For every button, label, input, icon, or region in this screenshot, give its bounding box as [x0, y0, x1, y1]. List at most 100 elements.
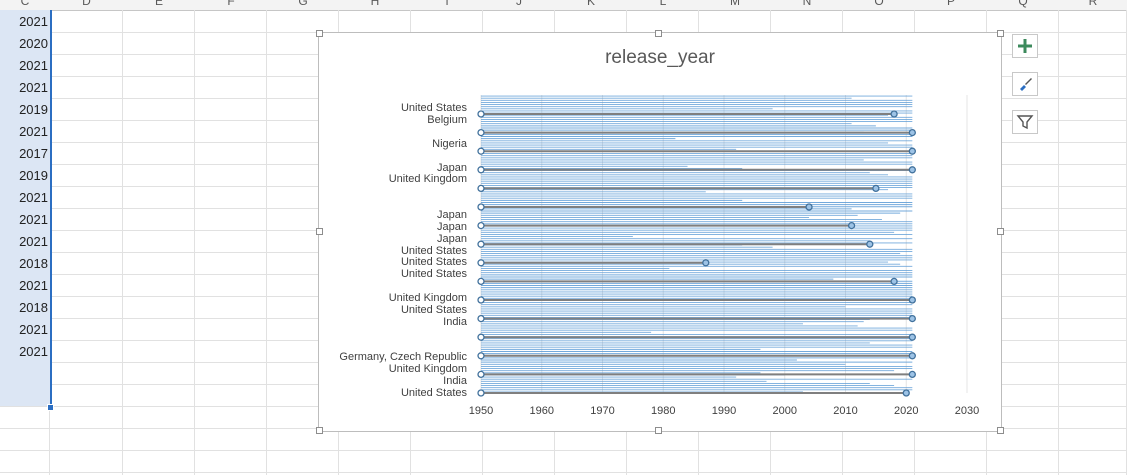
chart-resize-handle[interactable] — [316, 427, 323, 434]
chart-area[interactable]: release_year United States Belgium Nigeria… — [318, 32, 1002, 432]
x-axis-tick-label: 1990 — [711, 405, 737, 417]
cell-c-value[interactable]: 2019 — [19, 102, 48, 117]
fill-handle[interactable] — [47, 404, 54, 411]
column-header-o[interactable]: O — [843, 0, 915, 10]
marker-start-point — [477, 277, 485, 286]
y-axis-category-label: United Kingdom — [388, 292, 467, 304]
column-header-i[interactable]: I — [411, 0, 483, 10]
y-axis-category-label: Japan — [437, 209, 467, 221]
grid-row-line — [0, 450, 1127, 451]
grid-column-line — [122, 10, 123, 475]
column-header-p[interactable]: P — [915, 0, 987, 10]
column-header-d[interactable]: D — [50, 0, 123, 10]
selected-column-c-range[interactable] — [0, 10, 52, 406]
y-axis-category-label: India — [443, 375, 467, 387]
y-axis-category-label: United Kingdom — [388, 173, 467, 185]
column-header-c[interactable]: C — [0, 0, 50, 10]
cell-c-value[interactable]: 2021 — [19, 322, 48, 337]
cell-c-value[interactable]: 2017 — [19, 146, 48, 161]
cell-c-value[interactable]: 2018 — [19, 256, 48, 271]
cell-c-value[interactable]: 2021 — [19, 14, 48, 29]
cell-c-value[interactable]: 2020 — [19, 36, 48, 51]
brush-icon — [1020, 78, 1032, 91]
column-letter: P — [946, 0, 955, 8]
cell-c-value[interactable]: 2021 — [19, 58, 48, 73]
column-letter: R — [1088, 0, 1098, 8]
column-letter: I — [445, 0, 449, 8]
marker-start-point — [477, 389, 485, 397]
x-axis-tick-label: 1950 — [468, 405, 494, 417]
y-axis-category-label: United States — [400, 387, 467, 399]
chart-resize-handle[interactable] — [655, 30, 662, 37]
marker-start-point — [477, 184, 485, 193]
marker-end-point — [908, 296, 916, 304]
chart-elements-button[interactable] — [1012, 34, 1038, 58]
column-header-l[interactable]: L — [627, 0, 699, 10]
chart-title[interactable]: release_year — [605, 47, 715, 68]
y-axis-category-label: United Kingdom — [388, 363, 467, 375]
column-letter: O — [874, 0, 884, 8]
grid-column-line — [194, 10, 195, 475]
marker-end-point — [908, 333, 916, 341]
y-axis-category-label: United States — [400, 102, 467, 114]
column-header-r[interactable]: R — [1059, 0, 1127, 10]
plot-area[interactable] — [319, 33, 1001, 431]
marker-end-point — [890, 110, 898, 118]
column-header-f[interactable]: F — [195, 0, 267, 10]
marker-start-point — [477, 333, 485, 341]
cell-c-value[interactable]: 2019 — [19, 168, 48, 183]
y-axis-category-label: United States — [400, 245, 467, 257]
cell-c-value[interactable]: 2021 — [19, 278, 48, 293]
column-header-e[interactable]: E — [123, 0, 195, 10]
column-letter: H — [370, 0, 380, 8]
column-header-g[interactable]: G — [267, 0, 339, 10]
marker-start-point — [477, 221, 485, 230]
cell-c-value[interactable]: 2018 — [19, 300, 48, 315]
column-header-j[interactable]: J — [483, 0, 555, 10]
x-axis-tick-label: 2020 — [894, 405, 919, 417]
column-header-k[interactable]: K — [555, 0, 627, 10]
chart-filters-button[interactable] — [1012, 110, 1038, 134]
grid-column-line — [1058, 10, 1059, 475]
cell-c-value[interactable]: 2021 — [19, 80, 48, 95]
cell-c-value[interactable]: 2021 — [19, 212, 48, 227]
marker-end-point — [702, 259, 710, 267]
column-letter: E — [154, 0, 163, 8]
chart-resize-handle[interactable] — [655, 427, 662, 434]
column-header-n[interactable]: N — [771, 0, 843, 10]
cell-c-value[interactable]: 2021 — [19, 234, 48, 249]
marker-start-point — [477, 147, 485, 155]
chart-resize-handle[interactable] — [997, 30, 1004, 37]
x-axis-tick-label: 2000 — [772, 405, 797, 417]
marker-start-point — [477, 296, 485, 304]
marker-end-point — [902, 389, 910, 397]
column-letter: K — [586, 0, 595, 8]
chart-resize-handle[interactable] — [997, 427, 1004, 434]
y-axis-category-label: United States — [400, 268, 467, 280]
chart-resize-handle[interactable] — [997, 228, 1004, 235]
column-header-h[interactable]: H — [339, 0, 411, 10]
column-header-q[interactable]: Q — [987, 0, 1059, 10]
y-axis-category-label: Germany, Czech Republic — [339, 351, 467, 363]
marker-start-point — [477, 370, 485, 379]
chart-resize-handle[interactable] — [316, 228, 323, 235]
y-axis-category-label: Japan — [437, 221, 467, 233]
marker-end-point — [872, 184, 880, 193]
column-letter: L — [659, 0, 667, 8]
marker-start-point — [477, 259, 485, 267]
column-header-m[interactable]: M — [699, 0, 771, 10]
marker-end-point — [890, 277, 898, 286]
grid-column-line — [266, 10, 267, 475]
marker-end-point — [908, 352, 916, 360]
chart-styles-button[interactable] — [1012, 72, 1038, 96]
y-axis-category-label: Nigeria — [432, 138, 467, 150]
x-axis-tick-label: 1980 — [651, 405, 676, 417]
marker-end-point — [908, 370, 916, 379]
cell-c-value[interactable]: 2021 — [19, 190, 48, 205]
cell-c-value[interactable]: 2021 — [19, 124, 48, 139]
x-axis-tick-label: 2010 — [833, 405, 858, 417]
marker-start-point — [477, 314, 485, 323]
chart-resize-handle[interactable] — [316, 30, 323, 37]
cell-c-value[interactable]: 2021 — [19, 344, 48, 359]
